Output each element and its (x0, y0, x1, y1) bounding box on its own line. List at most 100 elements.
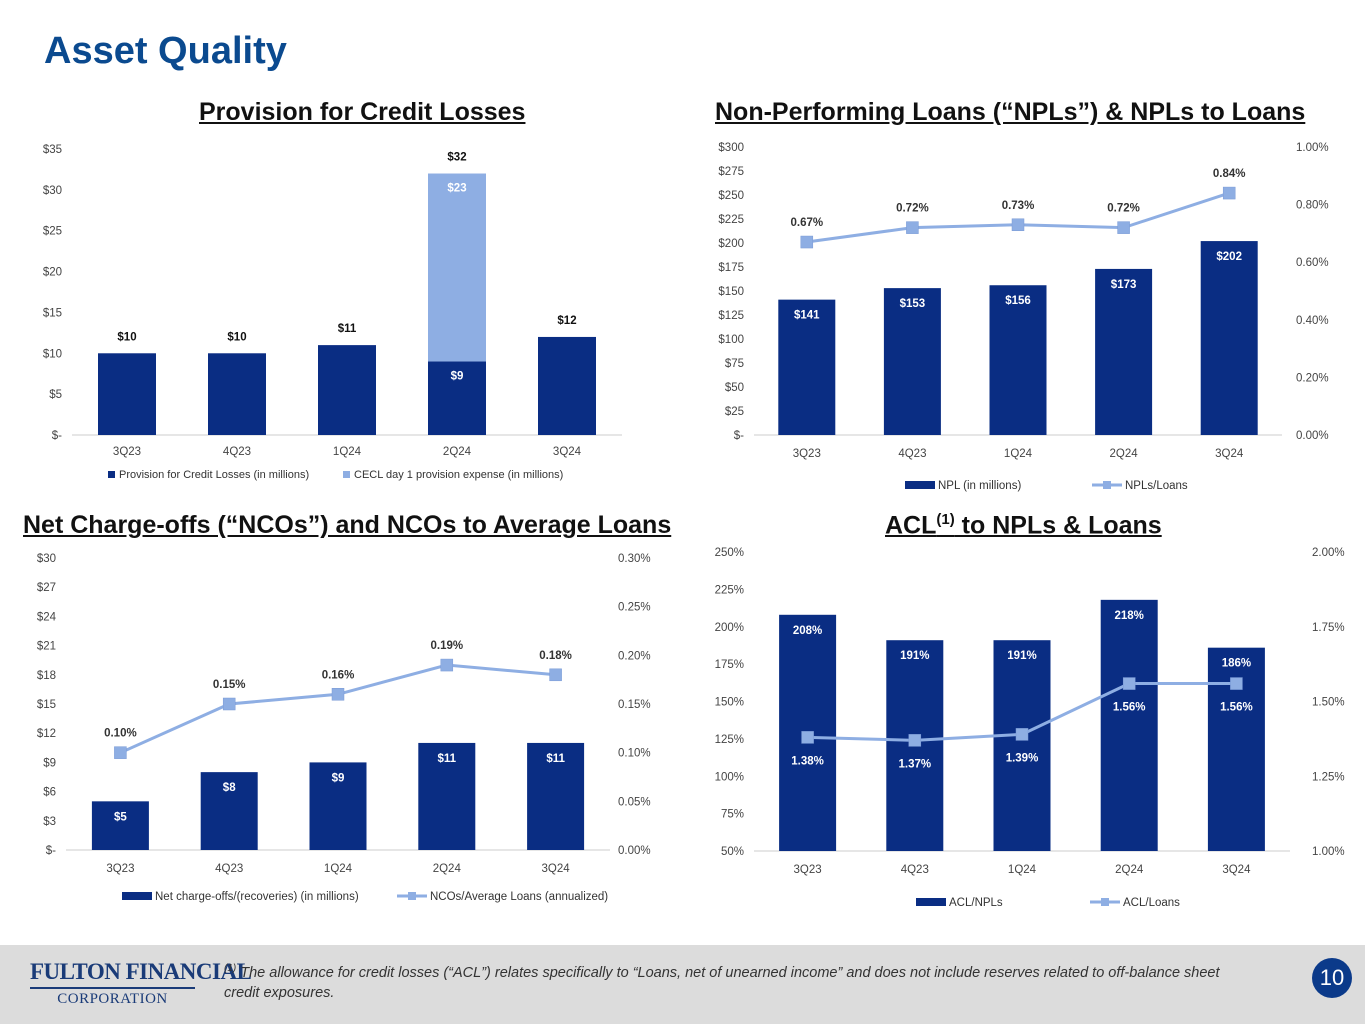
bar-value-label: $202 (1216, 251, 1242, 263)
legend-label: NCOs/Average Loans (annualized) (430, 891, 608, 903)
y2-tick-label: 0.60% (1296, 257, 1329, 269)
bar-value-label: 191% (900, 650, 929, 662)
x-tick-label: 1Q24 (1008, 864, 1037, 876)
acl-chart-title: ACL(1) to NPLs & Loans (885, 511, 1162, 540)
legend-swatch (343, 471, 350, 478)
logo-line1: FULTON FINANCIAL (30, 959, 252, 989)
bar-value-label: $156 (1005, 295, 1031, 307)
y2-tick-label: 1.50% (1312, 697, 1345, 709)
company-logo: FULTON FINANCIAL CORPORATION (30, 959, 252, 1008)
footnote: (1) The allowance for credit losses (“AC… (224, 959, 1244, 1003)
x-tick-label: 3Q24 (553, 446, 582, 458)
y-tick-label: $- (734, 430, 744, 442)
x-tick-label: 3Q24 (1222, 864, 1251, 876)
y-tick-label: $75 (725, 358, 744, 370)
legend-marker (408, 892, 416, 900)
x-tick-label: 3Q24 (1215, 448, 1244, 460)
y-tick-label: $30 (43, 185, 62, 197)
y-tick-label: $3 (43, 816, 56, 828)
y-tick-label: 150% (715, 697, 744, 709)
y-tick-label: $24 (37, 611, 57, 623)
y-tick-label: $12 (37, 728, 56, 740)
bar-value-label: $141 (794, 310, 820, 322)
acl-chart: 50% 75% 100% 125% 150% 175% 200% 225% 250% 1.00% 1… (715, 547, 1345, 909)
y-tick-label: $15 (37, 699, 56, 711)
y2-tick-label: 0.25% (618, 602, 651, 614)
bar (989, 285, 1047, 435)
y-tick-label: $200 (718, 238, 744, 250)
bar-value-label: 208% (793, 625, 822, 637)
bar (538, 336, 596, 435)
bar (208, 353, 266, 435)
x-tick-label: 2Q24 (433, 863, 462, 875)
y-tick-label: $10 (43, 348, 62, 360)
y2-tick-label: 0.10% (618, 748, 651, 760)
provision-chart: $- $5 $10 $15 $20 $25 $30 $35 $10 3Q23 $10 4Q23 $11 1… (43, 144, 622, 481)
line-marker (440, 658, 454, 672)
bar-value-label: $11 (546, 753, 565, 765)
bar-value-label: $9 (332, 772, 345, 784)
y-tick-label: 100% (715, 771, 744, 783)
bar (1100, 599, 1158, 851)
bar-total-label: $12 (557, 315, 576, 327)
bar-segment-label: $23 (447, 183, 466, 195)
x-tick-label: 1Q24 (324, 863, 353, 875)
y-tick-label: 75% (721, 809, 744, 821)
y-tick-label: $30 (37, 553, 56, 565)
bar (200, 772, 258, 850)
bar-total-label: $11 (338, 323, 357, 335)
y2-tick-label: 1.00% (1312, 846, 1345, 858)
line-value-label: 0.10% (104, 728, 137, 740)
bar-value-label: $153 (900, 298, 926, 310)
legend-swatch (108, 471, 115, 478)
x-tick-label: 4Q23 (223, 446, 251, 458)
legend-label: ACL/Loans (1123, 897, 1180, 909)
logo-line2: CORPORATION (57, 991, 168, 1007)
y-tick-label: $20 (43, 267, 62, 279)
y-tick-label: $125 (718, 310, 744, 322)
y-tick-label: $27 (37, 582, 56, 594)
bar-segment-label: $9 (451, 370, 464, 382)
y2-tick-label: 0.05% (618, 796, 651, 808)
y2-tick-label: 0.20% (618, 650, 651, 662)
page-number: 10 (1312, 958, 1352, 998)
y2-tick-label: 1.75% (1312, 622, 1345, 634)
bar-total-label: $10 (227, 331, 246, 343)
x-tick-label: 2Q24 (443, 446, 472, 458)
bar-value-label: $173 (1111, 279, 1137, 291)
y-tick-label: $15 (43, 307, 62, 319)
line-marker (1122, 677, 1136, 690)
line-marker (1011, 218, 1025, 232)
line-marker (114, 746, 127, 759)
bar-value-label: 186% (1222, 658, 1251, 670)
y-tick-label: 50% (721, 846, 744, 858)
y-tick-label: 125% (715, 734, 744, 746)
bar (993, 640, 1051, 851)
y-tick-label: $18 (37, 670, 56, 682)
legend-marker (1101, 898, 1109, 906)
y-tick-label: 175% (715, 659, 744, 671)
line-value-label: 0.15% (213, 679, 246, 691)
x-tick-label: 3Q23 (106, 863, 134, 875)
line-marker (549, 668, 562, 682)
line-value-label: 1.37% (898, 758, 931, 770)
nco-chart: $- $3 $6 $9 $12 $15 $18 $21 $24 $27 $30 0.00% 0.05% 0… (37, 553, 651, 903)
y-tick-label: $6 (43, 787, 56, 799)
line-marker (906, 221, 919, 234)
x-tick-label: 3Q24 (542, 863, 571, 875)
y-tick-label: $150 (718, 286, 744, 298)
y2-tick-label: 0.80% (1296, 200, 1329, 212)
line-value-label: 1.56% (1220, 702, 1253, 714)
y-tick-label: $250 (718, 190, 744, 202)
line-value-label: 1.56% (1113, 702, 1146, 714)
bar (1095, 268, 1153, 435)
footer: FULTON FINANCIAL CORPORATION (1) The all… (0, 945, 1365, 1024)
line-value-label: 0.19% (430, 640, 463, 652)
bar (418, 742, 476, 850)
footnote-marker: (1) (224, 963, 237, 974)
y-tick-label: $- (46, 845, 56, 857)
line-marker (1230, 677, 1243, 690)
line-value-label: 1.38% (791, 755, 824, 767)
bar-value-label: 191% (1007, 650, 1036, 662)
line-value-label: 0.72% (896, 203, 929, 215)
